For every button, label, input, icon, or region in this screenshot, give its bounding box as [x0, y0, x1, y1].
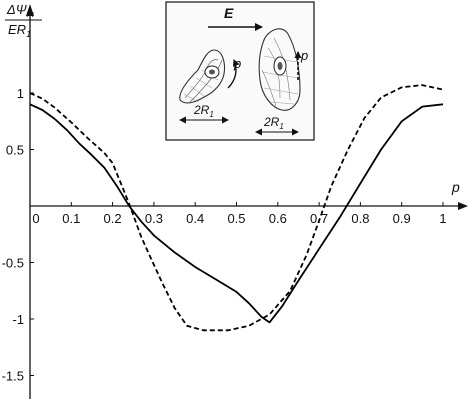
- y-tick-label: -0.5: [2, 256, 24, 271]
- y-ticks: 1 0.5 -0.5 -1 -1.5: [2, 86, 34, 384]
- x-tick-label: 0.2: [104, 211, 122, 226]
- series-line-dashed: [29, 84, 444, 332]
- right-scale-label: 2R1: [263, 115, 284, 131]
- y-tick-label: -1.5: [2, 369, 24, 384]
- series-line-solid: [29, 103, 444, 324]
- inset-arrow-label-right: p: [300, 48, 308, 63]
- x-tick-label: 1: [439, 211, 446, 226]
- y-axis-arrow: [26, 4, 34, 16]
- y-tick-label: 0.5: [6, 143, 24, 158]
- x-tick-label: 0.9: [393, 211, 411, 226]
- cell-right-sketch-icon: [258, 28, 302, 111]
- svg-text:ΔΨm: ΔΨm: [6, 2, 35, 19]
- inset-frame: [165, 1, 315, 141]
- inset-panel: E p 2R1 p 2R1: [165, 1, 315, 141]
- inset-arrow-label-left: p: [233, 56, 241, 71]
- x-tick-label: 0.3: [145, 211, 163, 226]
- y-axis-label: ΔΨm ER1: [5, 2, 42, 39]
- x-ticks: 0 0.1 0.2 0.3 0.4 0.5 0.6 0.7 0.8 0.9 1: [29, 202, 447, 226]
- svg-text:ER1: ER1: [8, 22, 31, 39]
- left-scale-label: 2R1: [193, 103, 214, 119]
- x-tick-label: 0.6: [269, 211, 287, 226]
- series-layer: [29, 84, 444, 332]
- x-axis-label: p: [451, 179, 460, 195]
- y-tick-label: 1: [17, 86, 24, 101]
- x-axis-arrow: [458, 202, 468, 210]
- x-tick-label: 0.5: [227, 211, 245, 226]
- x-tick-label: 0: [32, 211, 39, 226]
- x-tick-label: 0.4: [186, 211, 204, 226]
- cell-left-sketch-icon: [179, 49, 240, 104]
- y-tick-label: -1: [12, 312, 24, 327]
- x-tick-label: 0.1: [62, 211, 80, 226]
- inset-field-label: E: [224, 5, 234, 21]
- x-tick-label: 0.8: [351, 211, 369, 226]
